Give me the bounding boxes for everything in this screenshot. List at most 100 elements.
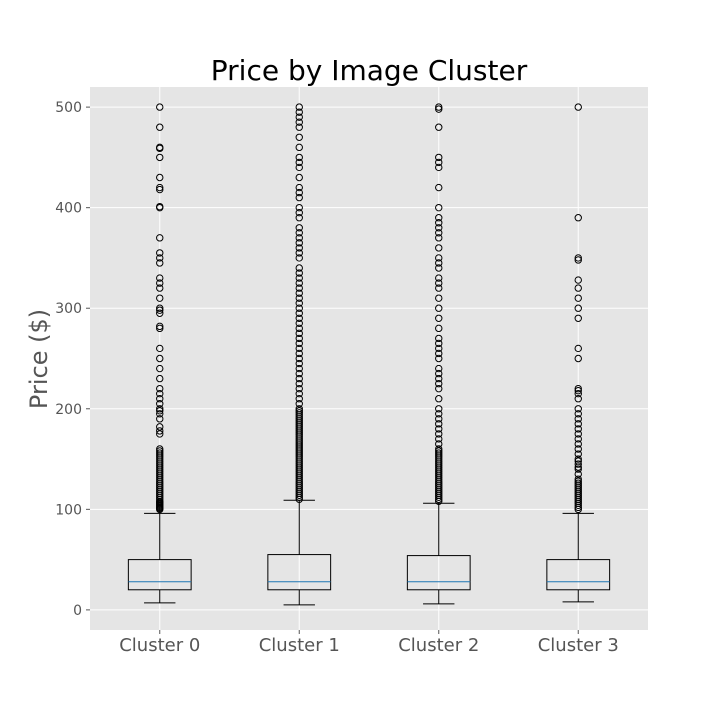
outlier-point: [435, 339, 443, 348]
outlier-point: [156, 143, 164, 152]
y-tick-label: 300: [55, 301, 82, 317]
outlier-point: [295, 409, 303, 417]
outlier-point: [295, 188, 303, 197]
outlier-point: [574, 435, 582, 443]
outlier-point: [435, 254, 443, 262]
outlier-point: [435, 163, 443, 172]
outlier-point: [435, 123, 443, 131]
outlier-point: [295, 229, 303, 237]
outlier-point: [574, 440, 582, 448]
outlier-point: [156, 400, 164, 408]
outlier-point: [435, 284, 443, 292]
outlier-point: [156, 354, 164, 363]
outlier-point: [295, 405, 303, 413]
outlier-point: [574, 455, 582, 463]
outlier-point: [435, 354, 443, 363]
outlier-point: [295, 153, 303, 162]
outlier-point: [156, 395, 164, 403]
outlier-point: [295, 239, 303, 247]
outlier-point: [574, 294, 582, 302]
outlier-point: [574, 450, 582, 458]
outlier-point: [574, 389, 582, 398]
outlier-point: [156, 309, 164, 317]
outlier-point: [295, 269, 303, 277]
outlier-point: [295, 193, 303, 202]
outlier-point: [435, 203, 443, 212]
outlier-point: [295, 294, 303, 302]
outlier-point: [156, 274, 164, 282]
outlier-point: [435, 349, 443, 358]
outlier-point: [295, 123, 303, 131]
y-tick-label: 500: [55, 100, 82, 116]
outlier-point: [295, 203, 303, 212]
outlier-point: [295, 384, 303, 393]
outlier-point: [435, 234, 443, 242]
outlier-point: [435, 384, 443, 393]
outlier-point: [295, 395, 303, 403]
outlier-point: [435, 314, 443, 322]
outlier-point: [295, 349, 303, 358]
outlier-point: [435, 410, 443, 418]
outlier-point: [156, 103, 164, 111]
outlier-point: [574, 276, 582, 284]
outlier-point: [574, 415, 582, 423]
outlier-point: [156, 415, 164, 423]
outlier-point: [435, 229, 443, 237]
outlier-point: [574, 457, 582, 465]
outlier-point: [295, 339, 303, 348]
outlier-point: [574, 284, 582, 292]
outlier-point: [156, 430, 164, 438]
outlier-point: [295, 389, 303, 398]
outlier-point: [295, 103, 303, 111]
outlier-point: [295, 334, 303, 343]
outlier-point: [574, 395, 582, 403]
outlier-point: [435, 344, 443, 353]
outlier-point: [295, 364, 303, 373]
outlier-point: [295, 379, 303, 388]
outlier-point: [435, 224, 443, 232]
outlier-point: [574, 254, 582, 262]
outlier-point: [295, 400, 303, 408]
outlier-point: [156, 304, 164, 312]
outlier-point: [156, 324, 164, 333]
iqr-box: [267, 554, 332, 591]
outlier-point: [435, 374, 443, 383]
outlier-point: [156, 254, 164, 262]
x-tick-label: Cluster 3: [538, 635, 619, 656]
outlier-point: [295, 354, 303, 363]
outlier-point: [435, 219, 443, 227]
x-tick-label: Cluster 1: [259, 635, 340, 656]
outlier-point: [156, 202, 164, 211]
outlier-point: [295, 244, 303, 252]
outlier-point: [295, 224, 303, 232]
outlier-point: [156, 410, 164, 418]
outlier-point: [295, 289, 303, 297]
outlier-point: [156, 249, 164, 257]
outlier-point: [156, 279, 164, 287]
plot-area: 0 100 200 300 400 500 Cluster 0 Cluster 1 Cluste…: [55, 87, 648, 656]
outlier-point: [574, 354, 582, 363]
outlier-point: [295, 344, 303, 353]
outlier-point: [435, 264, 443, 272]
outlier-point: [574, 430, 582, 438]
outlier-point: [435, 369, 443, 378]
outlier-point: [156, 153, 164, 162]
outlier-point: [435, 334, 443, 343]
outlier-point: [435, 214, 443, 222]
outlier-point: [295, 108, 303, 116]
outlier-point: [574, 214, 582, 222]
x-tick-label: Cluster 0: [119, 635, 200, 656]
outlier-point: [435, 183, 443, 192]
outlier-point: [574, 384, 582, 393]
outlier-point: [156, 344, 164, 353]
y-tick-label: 100: [55, 502, 82, 518]
outlier-point: [574, 405, 582, 413]
outlier-point: [295, 309, 303, 317]
outlier-point: [574, 103, 582, 111]
outlier-point: [295, 158, 303, 167]
outlier-point: [574, 477, 582, 485]
outlier-point: [435, 259, 443, 267]
outlier-point: [574, 420, 582, 428]
outlier-point: [295, 208, 303, 217]
